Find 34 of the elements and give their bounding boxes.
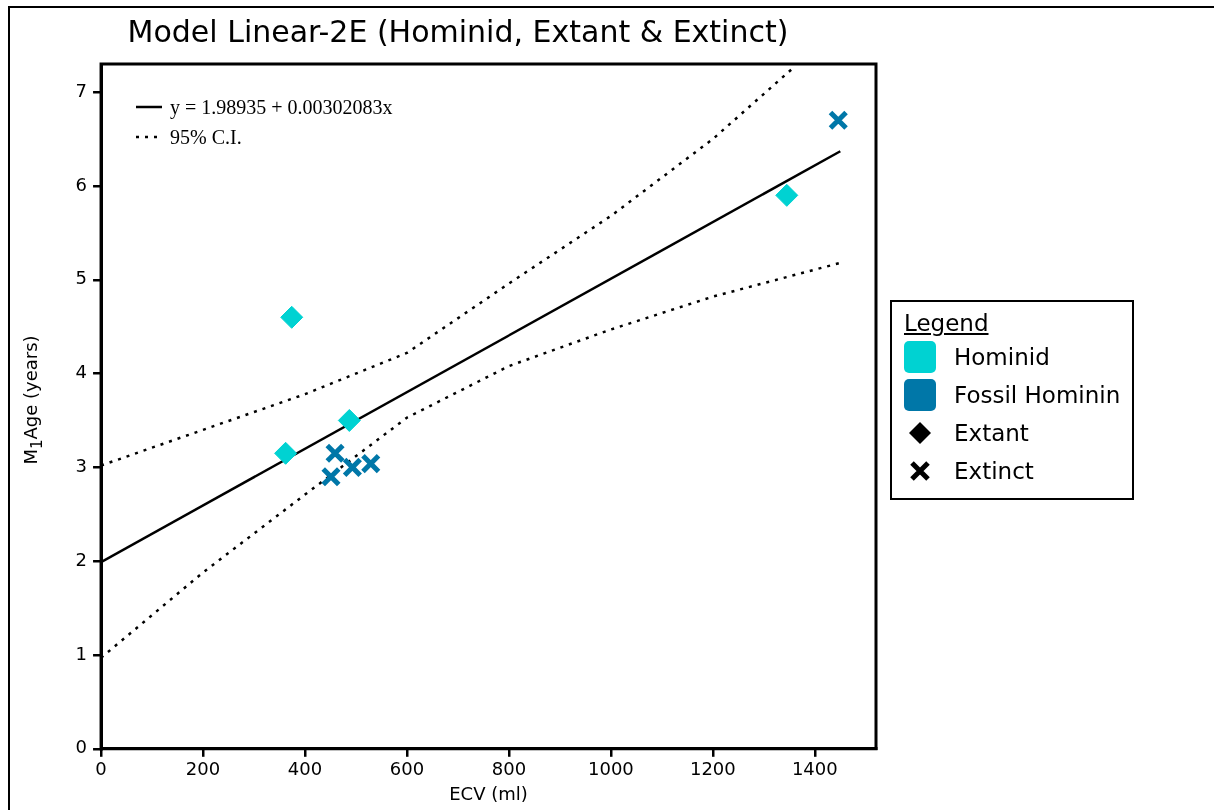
y-tick-label: 7 [75,79,88,101]
point [337,408,361,432]
y-tick-label: 0 [75,736,88,758]
y-tick-label: 2 [75,548,88,570]
text: Extinct [954,458,1034,484]
point [280,305,304,329]
x-tick-label: 400 [287,758,323,780]
point [320,466,342,488]
text: Extant [954,420,1029,446]
legend-title: Legend [904,310,990,336]
x-tick-label: 0 [95,758,107,780]
legend-label: 95% C.I. [170,125,242,149]
legend-label: Fossil Hominin [954,382,1121,408]
legend-label: y = 1.98935 + 0.00302083x [170,95,393,119]
legend-label: Hominid [954,344,1050,370]
point [274,441,298,465]
point [324,443,346,464]
chart-title: Model Linear-2E (Hominid, Extant & Extinct) [127,13,789,49]
y-tick-label: 1 [75,642,88,664]
point [342,457,363,478]
point [360,453,382,474]
x-tick-label: 1000 [587,758,634,780]
x-axis-title: ECV (ml) [449,782,528,804]
y-tick-label: 6 [75,173,88,195]
y-tick-label: 3 [75,455,88,477]
y-tick-label: 5 [75,267,88,289]
x-tick-label: 200 [185,758,221,780]
point [827,110,849,131]
y-tick-label: 4 [75,361,88,383]
x-tick-label: 800 [491,758,527,780]
x-tick-label: 1400 [791,758,838,780]
x-tick-label: 600 [389,758,425,780]
x-tick-label: 1200 [689,758,736,780]
point [775,183,799,207]
